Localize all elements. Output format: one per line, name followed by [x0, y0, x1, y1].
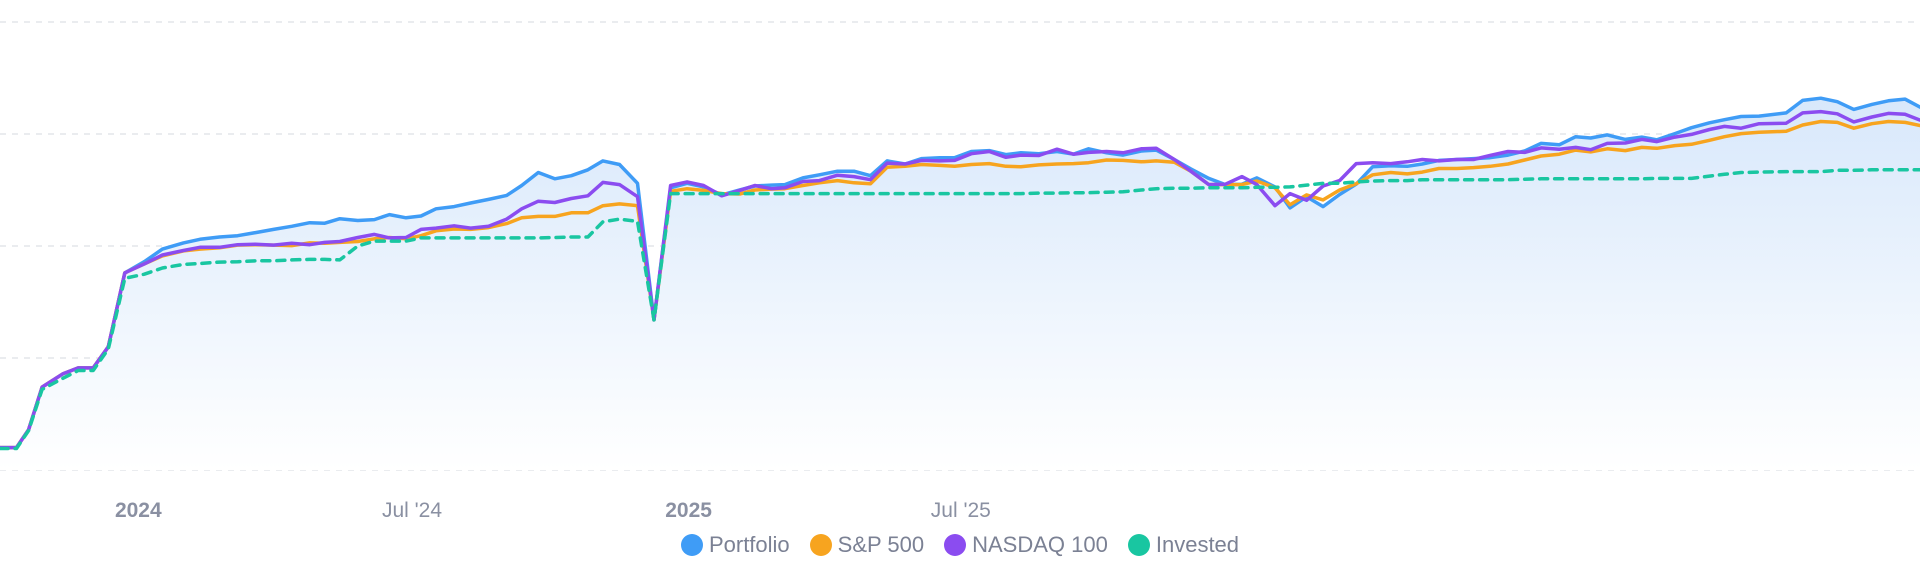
legend-dot-portfolio	[680, 534, 703, 556]
legend-dot-nasdaq	[944, 534, 967, 556]
x-tick-label-3: Jul '25	[931, 499, 991, 522]
x-tick-label-0: 2024	[115, 499, 162, 522]
legend-item-portfolio[interactable]: Portfolio	[680, 532, 790, 558]
legend-item-sp500[interactable]: S&P 500	[809, 532, 925, 558]
nasdaq-series-line	[0, 109, 1920, 450]
legend-item-nasdaq[interactable]: NASDAQ 100	[944, 532, 1108, 558]
chart-legend: Portfolio S&P 500 NASDAQ 100 Invested	[0, 527, 1920, 563]
x-tick-label-1: Jul '24	[382, 499, 442, 522]
legend-dot-sp500	[809, 534, 832, 556]
portfolio-area	[0, 98, 1920, 470]
legend-label-portfolio: Portfolio	[708, 532, 790, 557]
x-tick-label-2: 2025	[665, 499, 712, 522]
legend-dot-invested	[1127, 534, 1150, 556]
portfolio-area-fill	[0, 98, 1920, 470]
legend-label-nasdaq: NASDAQ 100	[972, 532, 1108, 557]
series-lines	[0, 96, 1920, 451]
x-axis-ticks: 2024 Jul '24 2025 Jul '25	[115, 499, 991, 522]
portfolio-series-line	[0, 96, 1920, 450]
invested-series-line	[0, 168, 1920, 451]
legend-label-invested: Invested	[1155, 532, 1240, 557]
legend-item-invested[interactable]: Invested	[1127, 532, 1240, 558]
legend-label-sp500: S&P 500	[837, 532, 925, 557]
